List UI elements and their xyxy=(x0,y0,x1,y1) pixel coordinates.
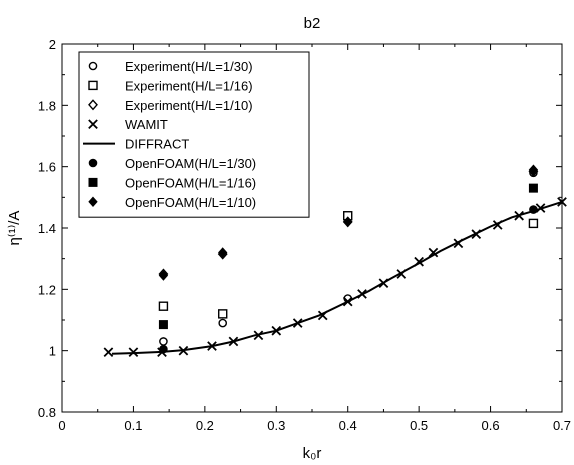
legend-label: Experiment(H/L=1/30) xyxy=(125,59,253,74)
legend-label: OpenFOAM(H/L=1/16) xyxy=(125,175,256,190)
legend-label: Experiment(H/L=1/10) xyxy=(125,98,253,113)
legend-box xyxy=(78,51,310,218)
y-tick-label: 2 xyxy=(49,37,56,52)
x-tick-label: 0.6 xyxy=(482,418,500,433)
data-point-wamit xyxy=(253,330,264,341)
data-point-wamit xyxy=(557,197,567,207)
data-point-openfoam-h-l-1-30 xyxy=(529,205,538,214)
data-point-wamit xyxy=(207,341,217,351)
y-tick-label: 1.4 xyxy=(38,221,56,236)
data-point-wamit xyxy=(342,296,353,307)
y-tick-label: 1.8 xyxy=(38,98,56,113)
data-point-wamit xyxy=(428,247,439,258)
y-tick-label: 1.2 xyxy=(38,282,56,297)
data-point-wamit xyxy=(378,278,389,289)
data-point-wamit xyxy=(492,220,503,230)
series-line-diffract xyxy=(111,200,563,355)
data-point-openfoam-h-l-1-16 xyxy=(528,183,538,193)
chart-title: b2 xyxy=(304,15,321,32)
x-tick-label: 0.1 xyxy=(124,418,142,433)
axes: 0 0.1 0.2 0.3 0.4 0.5 0.6 0.7 0.8 1 1.2 1.4 1.6 1.8 2 xyxy=(38,37,571,433)
data-point-openfoam-h-l-1-16 xyxy=(158,320,168,330)
y-axis-title: η⁽¹⁾/A xyxy=(6,211,23,246)
legend-swatch xyxy=(88,158,98,168)
legend-swatch xyxy=(88,99,98,111)
data-point-experiment-h-l-1-16 xyxy=(218,309,228,319)
x-tick-label: 0.7 xyxy=(553,418,571,433)
data-point-wamit xyxy=(471,229,482,239)
legend: Experiment(H/L=1/30) Experiment(H/L=1/16)… xyxy=(78,51,310,218)
data-point-openfoam-h-l-1-10 xyxy=(158,270,169,281)
legend-swatch xyxy=(88,61,98,71)
data-point-wamit xyxy=(228,336,239,347)
x-tick-label: 0.3 xyxy=(267,418,285,433)
data-point-wamit xyxy=(271,325,282,336)
legend-swatch xyxy=(88,177,98,187)
legend-label: Experiment(H/L=1/16) xyxy=(125,78,253,93)
legend-label: WAMIT xyxy=(125,117,168,132)
data-point-openfoam-h-l-1-10 xyxy=(528,164,539,175)
x-tick-label: 0.2 xyxy=(196,418,214,433)
plot-area xyxy=(103,164,567,358)
data-point-wamit xyxy=(178,345,189,356)
data-point-wamit xyxy=(414,256,424,267)
legend-swatch xyxy=(88,119,98,130)
data-point-wamit xyxy=(514,210,524,221)
data-point-wamit xyxy=(396,269,407,279)
legend-swatch xyxy=(88,80,98,91)
y-tick-label: 1 xyxy=(49,344,56,359)
data-point-openfoam-h-l-1-10 xyxy=(218,247,228,258)
data-point-experiment-h-l-1-16 xyxy=(158,301,169,311)
data-point-wamit xyxy=(292,318,303,328)
legend-label: OpenFOAM(H/L=1/10) xyxy=(125,195,256,210)
data-point-experiment-h-l-1-30 xyxy=(218,318,228,328)
data-point-wamit xyxy=(317,310,328,321)
legend-swatch xyxy=(88,196,98,208)
x-tick-label: 0.4 xyxy=(339,418,357,433)
data-point-wamit xyxy=(453,238,464,249)
y-tick-label: 1.6 xyxy=(38,160,56,175)
legend-label: DIFFRACT xyxy=(125,137,189,152)
data-point-wamit xyxy=(357,289,367,299)
data-point-wamit xyxy=(535,203,546,213)
data-point-experiment-h-l-1-16 xyxy=(528,218,539,229)
legend-label: OpenFOAM(H/L=1/30) xyxy=(125,156,256,171)
data-point-openfoam-h-l-1-30 xyxy=(159,344,168,354)
x-axis-title: k₀r xyxy=(303,445,322,462)
data-point-wamit xyxy=(128,347,139,358)
x-tick-label: 0 xyxy=(58,418,65,433)
data-point-experiment-h-l-1-30 xyxy=(159,337,168,346)
data-point-openfoam-h-l-1-10 xyxy=(343,216,353,228)
y-tick-label: 0.8 xyxy=(38,405,56,420)
x-tick-label: 0.5 xyxy=(410,418,428,433)
data-point-wamit xyxy=(103,347,114,358)
